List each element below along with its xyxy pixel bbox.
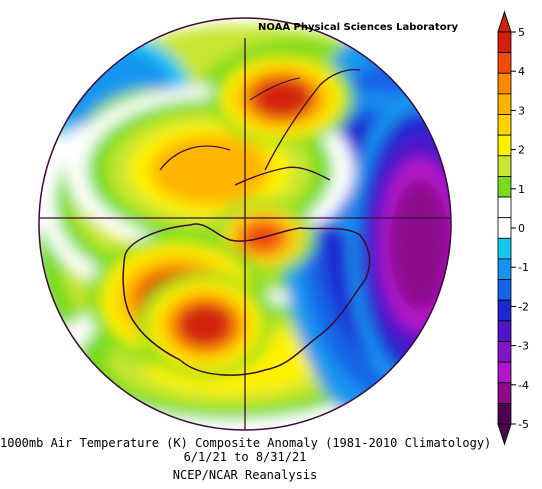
colorbar-max-arrow (497, 10, 512, 33)
colorbar-bin (497, 237, 512, 260)
colorbar-tick-label: -3 (518, 340, 529, 353)
anomaly-map (38, 17, 452, 431)
colorbar-bin (497, 114, 512, 136)
colorbar-bin (497, 217, 512, 239)
anomaly-contour (177, 303, 233, 347)
credit-label: NOAA Physical Sciences Laboratory (258, 22, 459, 33)
colorbar-bin (497, 402, 512, 425)
colorbar-tick-label: -5 (518, 418, 529, 431)
colorbar-tick-label: 4 (518, 65, 525, 78)
colorbar-tick-label: 0 (518, 222, 525, 235)
caption-dates: 6/1/21 to 8/31/21 (183, 450, 307, 464)
colorbar-bin (497, 31, 512, 54)
caption-source: NCEP/NCAR Reanalysis (172, 468, 318, 482)
colorbar-bin (497, 93, 512, 115)
colorbar: 5 4 3 2 1 0 -1 -2 -3 -4 -5 (497, 10, 529, 446)
anomaly-contour (252, 78, 312, 118)
colorbar-tick-label: -2 (518, 300, 529, 313)
colorbar-bin (497, 196, 512, 219)
colorbar-tick-label: -4 (518, 379, 529, 392)
colorbar-bin (497, 361, 512, 384)
colorbar-bin (497, 176, 512, 198)
map-boundary (38, 17, 452, 431)
colorbar-tick-label: 2 (518, 144, 525, 157)
anomaly-contour (150, 135, 270, 205)
colorbar-bin (497, 52, 512, 74)
colorbar-bin (497, 341, 512, 363)
colorbar-bin (497, 155, 512, 177)
caption-title: 1000mb Air Temperature (K) Composite Ano… (0, 436, 492, 450)
colorbar-bin (497, 382, 512, 404)
colorbar-tick-label: 3 (518, 104, 525, 117)
antarctica-coastline (122, 69, 371, 376)
colorbar-bin (497, 72, 512, 95)
colorbar-bin (497, 258, 512, 280)
colorbar-tick-label: 5 (518, 26, 525, 39)
colorbar-tick-label: -1 (518, 261, 529, 274)
anomaly-contour (390, 180, 450, 310)
colorbar-bin (497, 320, 512, 342)
colorbar-tick-label: 1 (518, 183, 525, 196)
colorbar-bin (497, 279, 512, 301)
colorbar-bin (497, 134, 512, 157)
colorbar-bin (497, 299, 512, 322)
colorbar-min-arrow (497, 423, 512, 446)
map-disc (39, 25, 451, 430)
